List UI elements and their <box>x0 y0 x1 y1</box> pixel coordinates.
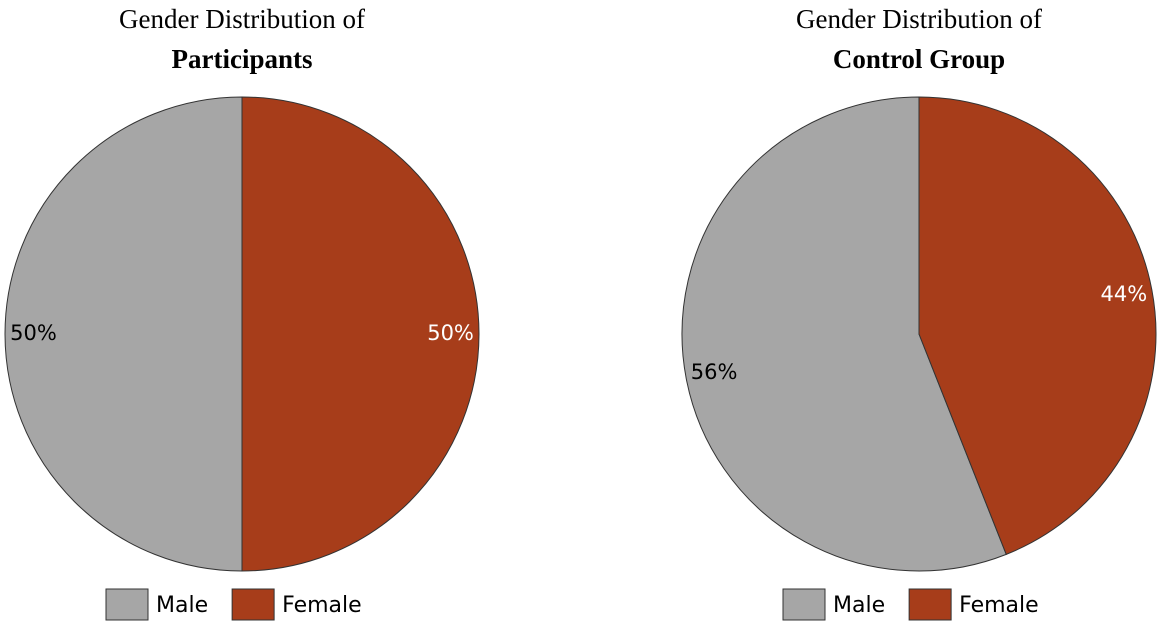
chart-title: Gender Distribution of <box>796 4 1042 34</box>
legend-swatch <box>908 588 952 621</box>
legend-swatch <box>231 588 275 621</box>
slice-label: 56% <box>691 360 738 384</box>
pie-slice <box>681 96 1007 572</box>
slice-label: 44% <box>1101 282 1148 306</box>
slice-label: 50% <box>427 321 474 345</box>
chart-subtitle: Control Group <box>833 44 1005 74</box>
legend-swatch <box>782 588 826 621</box>
legend-label: Male <box>833 593 885 618</box>
slice-label: 50% <box>10 321 57 345</box>
legend-label: Female <box>959 593 1039 618</box>
chart-subtitle: Participants <box>172 44 313 74</box>
pie-slice <box>4 96 243 572</box>
legend-label: Female <box>282 593 362 618</box>
pie-slice <box>918 96 1157 556</box>
pie-slice <box>241 96 480 572</box>
chart-title: Gender Distribution of <box>119 4 365 34</box>
legend-label: Male <box>156 593 208 618</box>
legend-swatch <box>105 588 149 621</box>
